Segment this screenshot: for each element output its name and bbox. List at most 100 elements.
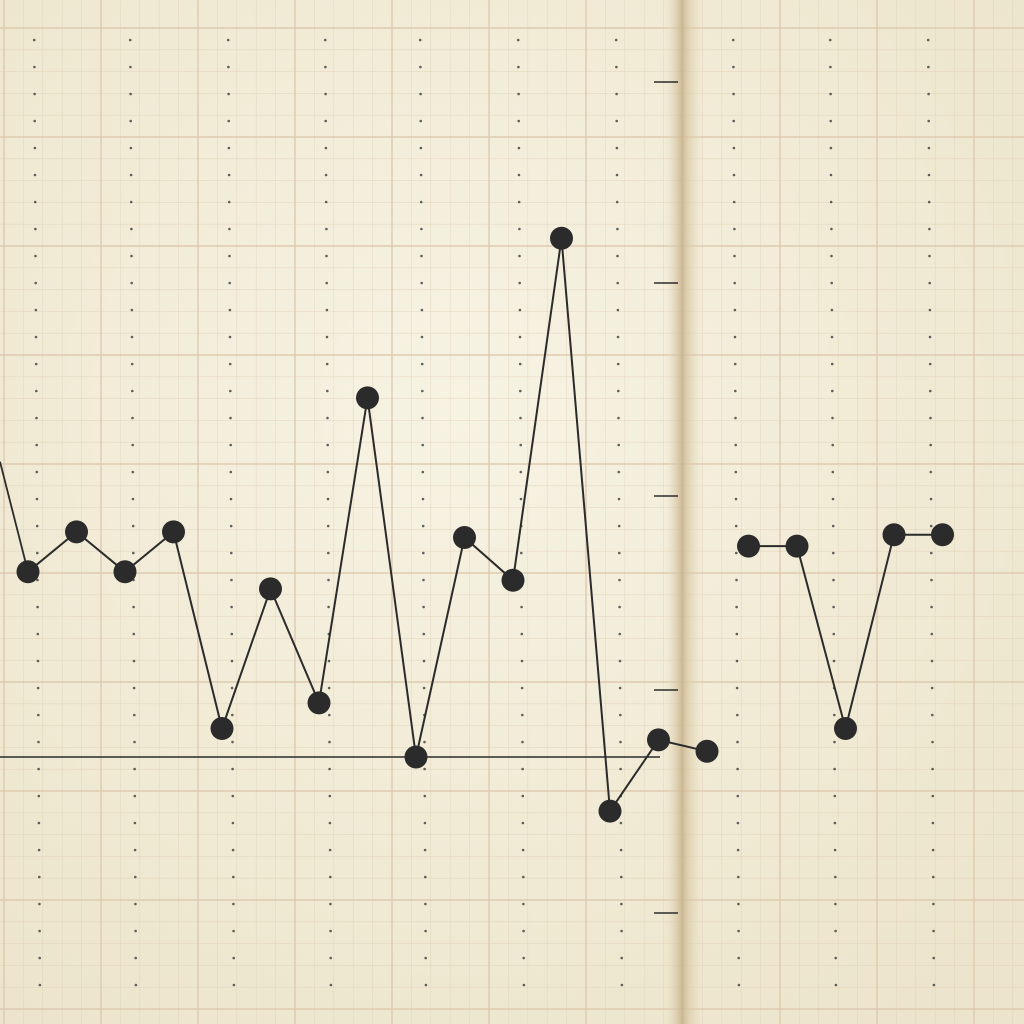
guide-dot <box>736 740 739 744</box>
guide-dot <box>734 389 737 393</box>
guide-dot <box>37 713 40 717</box>
guide-dot <box>38 929 41 933</box>
margin-ticks <box>654 81 678 914</box>
guide-dot <box>834 983 838 987</box>
guide-dot <box>733 308 737 312</box>
guide-dot <box>929 524 933 528</box>
guide-dot <box>522 956 525 960</box>
guide-dot <box>421 389 424 393</box>
guide-dot <box>424 983 428 987</box>
guide-dot <box>616 308 620 312</box>
guide-dot <box>37 794 41 798</box>
guide-dot <box>226 38 230 42</box>
guide-dot <box>831 443 834 447</box>
guide-dot <box>232 983 236 987</box>
guide-dot <box>618 605 621 609</box>
guide-dot <box>733 281 736 285</box>
guide-dot <box>33 65 36 69</box>
guide-dot <box>517 92 520 96</box>
guide-dot <box>617 443 620 447</box>
guide-dot <box>34 362 38 366</box>
data-point <box>834 717 857 740</box>
guide-dot <box>229 497 233 501</box>
guide-dot <box>326 470 330 474</box>
guide-dot <box>34 308 38 312</box>
guide-dot <box>134 983 138 987</box>
guide-dot <box>735 551 738 555</box>
guide-dot <box>733 254 736 258</box>
guide-dot <box>133 848 137 852</box>
guide-dot <box>130 308 134 312</box>
guide-dot <box>231 821 235 825</box>
guide-dot <box>421 416 424 420</box>
guide-dot <box>421 524 425 528</box>
guide-dot <box>133 713 136 717</box>
data-point <box>113 560 137 584</box>
guide-dot <box>734 416 737 420</box>
guide-dot <box>420 308 424 312</box>
guide-dot <box>833 848 837 852</box>
guide-dot <box>227 173 231 177</box>
guide-dot <box>129 119 132 123</box>
guide-dot <box>829 92 832 96</box>
guide-dot <box>521 821 525 825</box>
guide-dot <box>228 362 232 366</box>
guide-dot <box>928 281 931 285</box>
guide-dot <box>134 956 137 960</box>
guide-dot <box>231 767 234 771</box>
guide-dot <box>731 38 735 42</box>
guide-dot <box>834 956 837 960</box>
guide-dot <box>618 551 621 555</box>
guide-dot <box>620 929 623 933</box>
guide-dot <box>733 362 737 366</box>
guide-dot <box>734 497 738 501</box>
guide-dot <box>328 767 331 771</box>
guide-dot <box>133 740 136 744</box>
guide-dot <box>327 686 331 690</box>
guide-dot <box>830 335 834 339</box>
guide-dot <box>734 443 737 447</box>
guide-dot <box>733 335 737 339</box>
guide-dot <box>617 470 621 474</box>
guide-dot <box>928 227 931 231</box>
guide-dot <box>615 200 619 204</box>
guide-dot <box>928 308 932 312</box>
guide-dot <box>130 335 134 339</box>
guide-dot <box>927 200 931 204</box>
guide-dot <box>832 632 836 636</box>
guide-dot <box>424 956 428 960</box>
guide-dot <box>36 686 40 690</box>
guide-dot <box>832 605 835 609</box>
guide-dot <box>517 146 521 150</box>
guide-dot <box>736 794 740 798</box>
guide-dot <box>232 929 235 933</box>
guide-dot <box>932 902 935 906</box>
guide-dot <box>828 38 832 42</box>
guide-dot <box>928 254 931 258</box>
guide-dot <box>520 686 524 690</box>
guide-dot <box>931 713 934 717</box>
guide-dot <box>420 335 424 339</box>
guide-dot <box>232 875 235 879</box>
data-point <box>453 526 476 549</box>
guide-dot <box>833 821 837 825</box>
guide-dot <box>519 416 522 420</box>
guide-dot <box>227 119 230 123</box>
guide-dot <box>617 497 621 501</box>
guide-dot <box>518 281 521 285</box>
guide-dot <box>735 632 739 636</box>
guide-dot <box>130 362 134 366</box>
guide-dot <box>422 659 426 663</box>
guide-dot <box>517 119 520 123</box>
data-point <box>737 534 760 558</box>
guide-dot <box>618 632 622 636</box>
guide-dot <box>228 281 231 285</box>
guide-dot <box>230 659 234 663</box>
guide-dot <box>619 821 623 825</box>
guide-dot <box>421 497 425 501</box>
guide-dot <box>329 902 332 906</box>
guide-dot <box>737 956 740 960</box>
guide-dot <box>931 821 935 825</box>
